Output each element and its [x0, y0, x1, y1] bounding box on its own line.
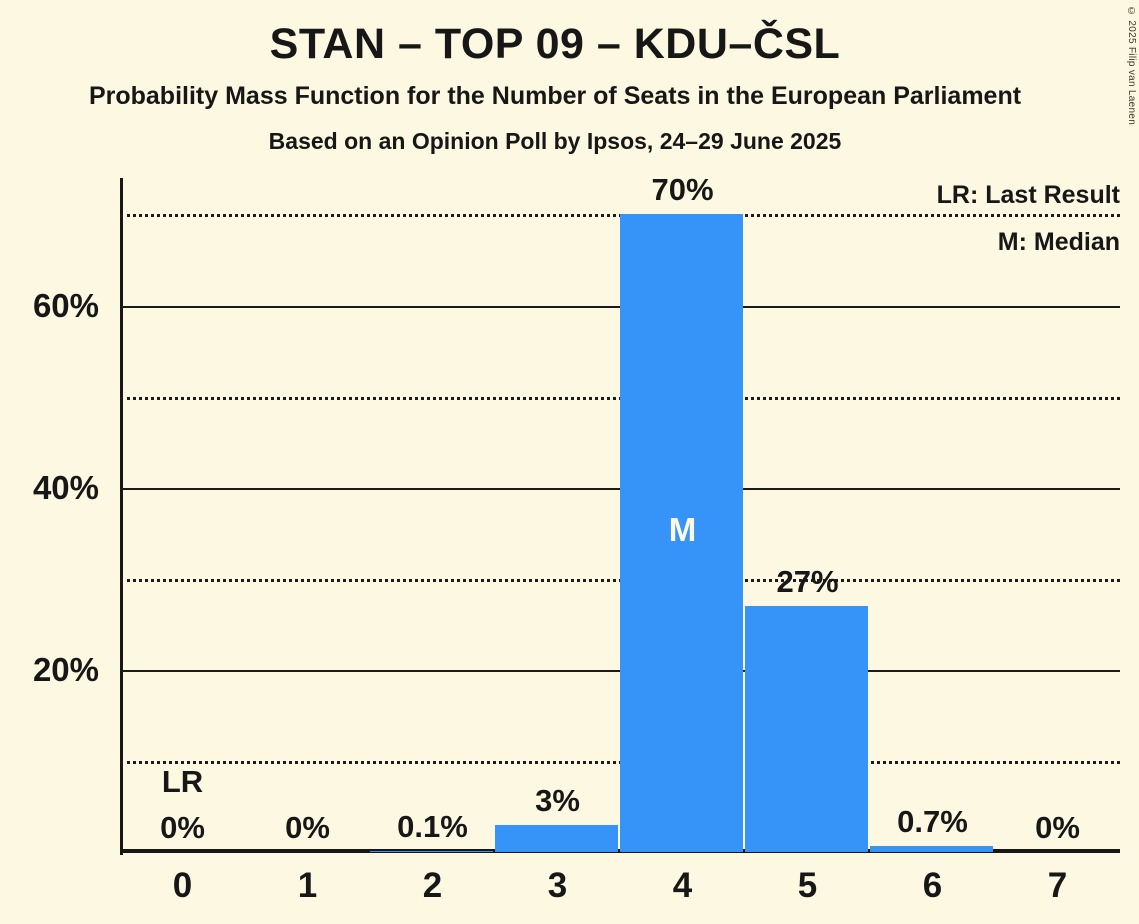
x-axis-tick-label-5: 5 — [797, 866, 818, 905]
plot-area: 20% 40% 60% 0% LR 0% 0.1% 3% 70% M 27% 0.7% 0% — [33, 172, 1120, 852]
bar-seat-5 — [745, 606, 869, 852]
bar-seat-4 — [620, 214, 744, 852]
bar-value-label-4: 70% — [651, 172, 714, 208]
bar-value-label-6: 0.7% — [897, 803, 968, 839]
copyright-notice: © 2025 Filip van Laenen — [1126, 6, 1137, 126]
y-axis-tick-label: 20% — [32, 650, 99, 688]
y-axis-line — [120, 178, 123, 855]
chart-source-subtitle: Based on an Opinion Poll by Ipsos, 24–29… — [268, 127, 842, 154]
x-axis-tick-label-7: 7 — [1047, 866, 1068, 905]
x-axis-tick-label-3: 3 — [547, 866, 568, 905]
bar-value-label-0: 0% — [160, 810, 205, 845]
bar-seat-3 — [495, 824, 619, 852]
bar-seat-6 — [870, 845, 994, 852]
y-axis-tick-label: 40% — [32, 468, 99, 506]
x-axis-tick-label-1: 1 — [297, 866, 318, 905]
bar-value-label-5: 27% — [776, 564, 839, 600]
bar-value-label-3: 3% — [535, 782, 580, 818]
last-result-marker: LR — [161, 764, 204, 799]
bar-value-label-7: 0% — [1035, 810, 1080, 845]
y-axis-tick-label: 60% — [32, 286, 99, 324]
title-block: STAN – TOP 09 – KDU–ČSL Probability Mass… — [0, 0, 1110, 154]
chart-subtitle: Probability Mass Function for the Number… — [88, 82, 1022, 111]
x-axis-tick-label-0: 0 — [172, 866, 193, 905]
bar-value-label-2: 0.1% — [397, 809, 468, 845]
bar-seat-2 — [370, 851, 494, 852]
x-axis-tick-label-4: 4 — [672, 866, 693, 905]
legend-entry-last-result: LR: Last Result — [936, 181, 1120, 209]
legend-entry-median: M: Median — [997, 228, 1120, 256]
x-axis-tick-label-2: 2 — [422, 866, 443, 905]
chart-legend: LR: Last Result M: Median — [937, 183, 1120, 255]
median-marker: M — [668, 511, 697, 549]
page-title: STAN – TOP 09 – KDU–ČSL — [269, 20, 841, 68]
x-axis-tick-label-6: 6 — [922, 866, 943, 905]
bar-value-label-1: 0% — [285, 810, 330, 845]
